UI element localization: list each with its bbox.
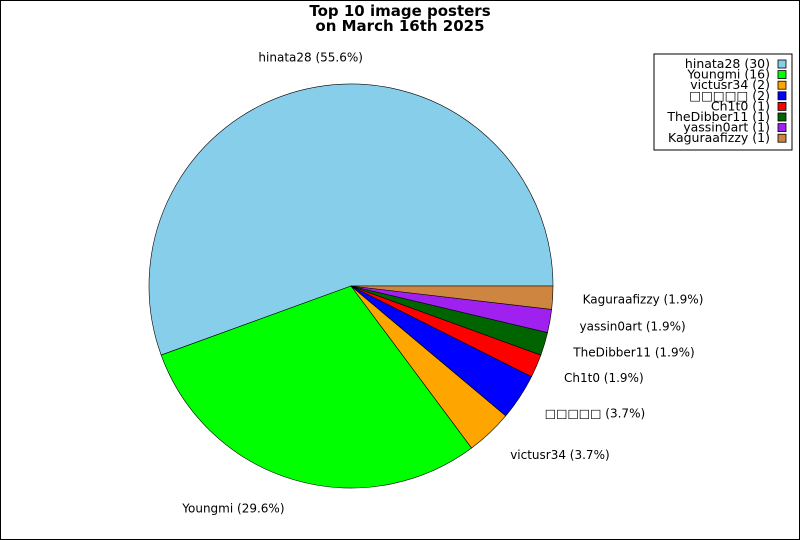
- legend-swatch-5: [777, 102, 787, 111]
- legend-label-7: yassin0art (1): [683, 120, 770, 135]
- legend-label-5: Ch1t0 (1): [711, 98, 770, 113]
- legend-swatch-1: [777, 59, 787, 69]
- chart-subtitle: on March 16th 2025: [315, 17, 484, 35]
- pie-slice-8: [350, 285, 554, 310]
- slice-label-6: TheDibber11 (1.9%): [572, 346, 694, 360]
- legend: hinata28 (30)Youngmi (16)victusr34 (2)□□…: [653, 53, 793, 151]
- legend-label-8: Kaguraafizzy (1): [668, 130, 770, 145]
- slice-label-3: victusr34 (3.7%): [510, 448, 609, 462]
- legend-label-1: hinata28 (30): [685, 56, 770, 71]
- legend-label-6: TheDibber11 (1): [666, 109, 770, 124]
- legend-box: [653, 53, 793, 151]
- slice-label-4: □□□□□ (3.7%): [545, 407, 645, 421]
- slice-label-2: Youngmi (29.6%): [181, 501, 284, 515]
- legend-label-4: □□□□□ (2): [689, 88, 770, 103]
- legend-swatch-8: [777, 133, 787, 143]
- chart-title: Top 10 image posters: [309, 2, 490, 20]
- slice-label-7: yassin0art (1.9%): [580, 319, 686, 333]
- legend-label-3: victusr34 (2): [690, 77, 770, 92]
- slice-labels: hinata28 (55.6%) Youngmi (29.6%) victusr34…: [181, 51, 703, 516]
- pie-slice-2: [160, 285, 473, 489]
- legend-swatch-7: [777, 123, 787, 132]
- legend-swatch-6: [777, 112, 787, 122]
- pie-slices: [148, 83, 554, 489]
- legend-swatch-4: [777, 91, 787, 101]
- legend-swatch-2: [777, 70, 787, 79]
- slice-label-8: Kaguraafizzy (1.9%): [583, 293, 704, 307]
- legend-label-2: Youngmi (16): [686, 67, 770, 82]
- pie-slice-1: [148, 83, 554, 356]
- slice-label-5: Ch1t0 (1.9%): [564, 371, 644, 385]
- slice-label-1: hinata28 (55.6%): [258, 51, 363, 65]
- legend-swatch-3: [777, 80, 787, 90]
